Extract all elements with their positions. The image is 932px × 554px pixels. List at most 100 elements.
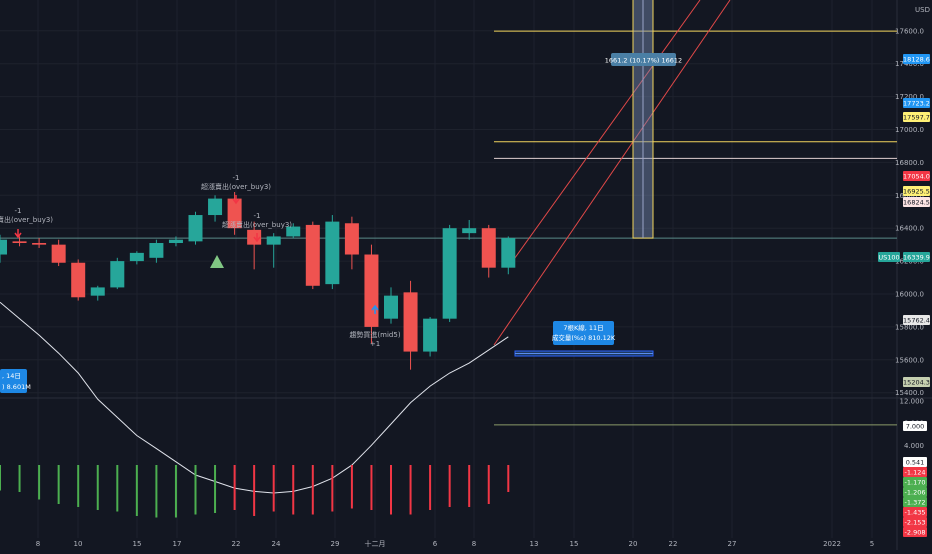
left-info-box — [0, 369, 27, 393]
price-tick-label: 17600.0 — [895, 27, 924, 35]
lower-tag — [903, 507, 927, 517]
time-tick-label: 8 — [472, 540, 476, 548]
signal-over-buy-2: -1 超漲賣出(over_buy3) — [201, 174, 271, 205]
candle — [227, 192, 242, 235]
lower-tag — [903, 477, 927, 487]
lower-tag — [903, 467, 927, 477]
time-tick-label: 6 — [433, 540, 438, 548]
price-tag-text: 16925.5 — [903, 188, 930, 196]
signal-trend-buy: 趨勢買進(mid5) +1 — [349, 304, 401, 348]
price-tag-16824 — [903, 197, 930, 207]
candle — [344, 216, 359, 270]
candle-body — [403, 292, 418, 352]
time-tick-label: 10 — [74, 540, 83, 548]
price-tick-label: 16800.0 — [895, 159, 924, 167]
signal-label: 超漲賣出(over_buy3) — [222, 220, 292, 229]
lower-tag-text: -1.206 — [905, 489, 926, 497]
date-range-info-box — [553, 321, 614, 345]
price-tick-label: 17200.0 — [895, 93, 924, 101]
signal-number: -1 — [15, 207, 22, 215]
price-tag-text: 17054.0 — [903, 173, 930, 181]
lower-tag — [903, 527, 927, 537]
lower-tick-label: 4.000 — [904, 442, 924, 450]
price-tag-text: 16824.5 — [903, 199, 930, 207]
candle-body — [51, 244, 66, 263]
price-tag-16339 — [903, 252, 930, 262]
time-tick-label: 22 — [232, 540, 241, 548]
price-tag-15204 — [903, 377, 930, 387]
candle — [51, 239, 66, 267]
sell-arrow-icon — [232, 195, 240, 205]
time-tick-label: 十二月 — [365, 539, 386, 548]
time-tick-label: 17 — [173, 540, 182, 548]
signal-label: 超漲賣出(over_buy3) — [201, 182, 271, 191]
candle-body — [384, 295, 398, 319]
candle — [501, 236, 516, 275]
lower-tag-text: -2.153 — [905, 519, 926, 527]
sell-arrow-icon — [253, 233, 261, 243]
candle-body — [168, 239, 183, 244]
candle — [325, 215, 340, 290]
candle-body — [325, 221, 340, 285]
lower-tag — [903, 487, 927, 497]
candle — [266, 233, 281, 268]
time-tick-label: 2022 — [823, 540, 841, 548]
candle-body — [305, 224, 320, 286]
candle — [110, 257, 125, 290]
time-tick-label: 24 — [272, 540, 281, 548]
price-tag-text: 15204.3 — [903, 379, 930, 387]
signal-over-buy-1: -1 超漲賣出(over_buy3) — [0, 207, 53, 239]
time-tick-label: 5 — [870, 540, 874, 548]
price-tag-17597 — [903, 112, 930, 122]
signal-number: +1 — [370, 340, 380, 348]
candle — [423, 317, 438, 357]
candle — [481, 224, 496, 278]
candle-body — [423, 318, 438, 352]
candle — [90, 285, 105, 301]
candle — [168, 236, 183, 247]
symbol-tag-text: US100 — [878, 254, 899, 262]
candle-body — [71, 262, 86, 298]
candle — [305, 221, 320, 290]
lower-tag-text: -1.372 — [905, 499, 926, 507]
time-axis-ticks: 8 10 15 17 22 24 29 十二月 6 8 13 15 20 22 27 2022 5 — [36, 539, 874, 548]
candle-body — [364, 254, 379, 327]
price-tag-16925 — [903, 186, 930, 196]
candle — [462, 219, 477, 240]
candle — [286, 223, 301, 239]
buy-arrow-icon — [371, 304, 379, 314]
candle-body — [442, 228, 457, 319]
candle-body — [266, 236, 281, 245]
measure-label: 1661.2 (10.17%) 16612 — [605, 57, 682, 65]
price-tick-label: 15600.0 — [895, 356, 924, 364]
time-tick-label: 27 — [728, 540, 737, 548]
price-tag-18128 — [903, 54, 930, 64]
oscillator-bars — [0, 465, 510, 518]
lower-tag-text: 7.000 — [906, 423, 925, 431]
candle-body — [110, 261, 125, 288]
candle — [12, 236, 27, 247]
candle-body — [227, 198, 242, 229]
lower-tag — [903, 517, 927, 527]
price-tag-15762 — [903, 315, 930, 325]
symbol-tag — [878, 252, 900, 262]
signal-over-buy-3: -1 超漲賣出(over_buy3) — [222, 212, 292, 243]
candle-body — [129, 252, 144, 262]
lower-tag-top — [903, 421, 927, 431]
candle-body — [208, 198, 223, 216]
time-tick-label: 15 — [570, 540, 579, 548]
price-tick-label: 16000.0 — [895, 291, 924, 299]
price-range-measure — [632, 0, 654, 239]
signal-number: -1 — [233, 174, 240, 182]
time-tick-label: 8 — [36, 540, 40, 548]
candle — [384, 287, 398, 324]
sell-arrow-icon — [14, 229, 22, 239]
date-range-line1: 7根K線, 11日 — [563, 323, 603, 332]
candle — [188, 211, 203, 245]
price-tick-label: 16400.0 — [895, 225, 924, 233]
candle-body — [462, 228, 477, 234]
channel-lower — [493, 0, 731, 346]
